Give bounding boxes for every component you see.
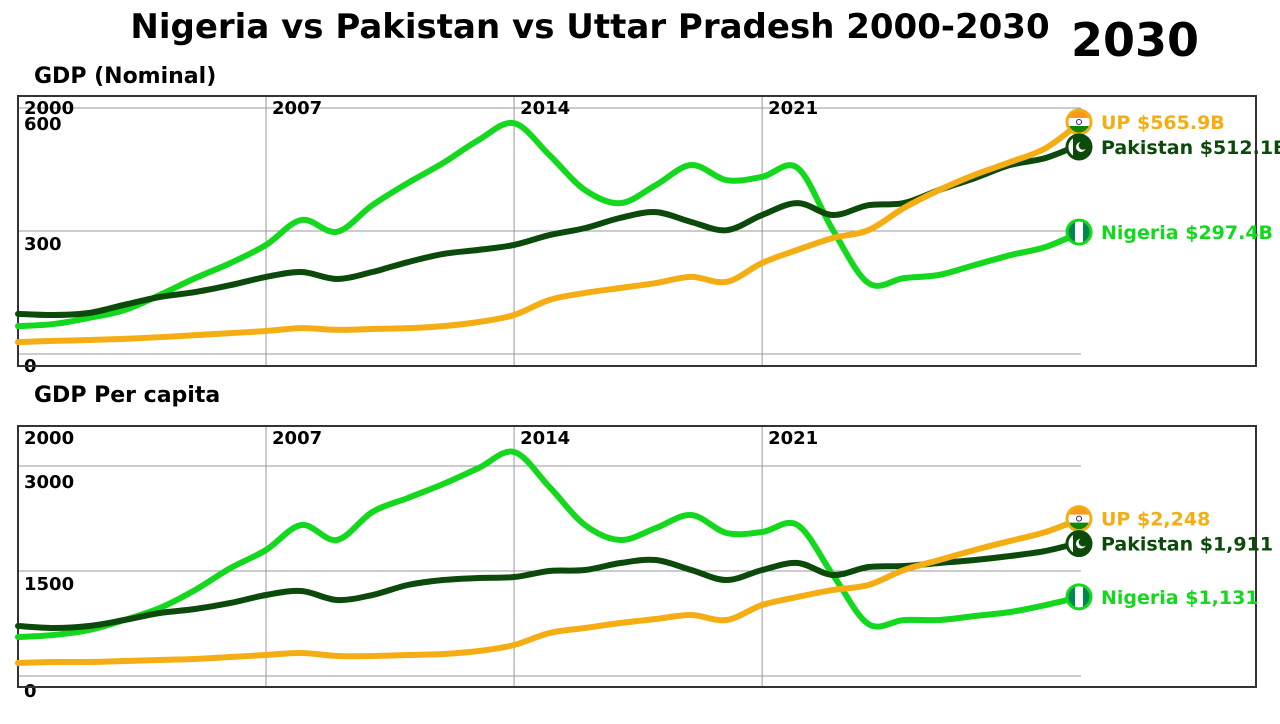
plot-frame xyxy=(17,425,1257,688)
page-title: Nigeria vs Pakistan vs Uttar Pradesh 200… xyxy=(130,7,1049,47)
series-end-label: Pakistan $512.1B xyxy=(1101,137,1280,159)
x-tick-label: 2021 xyxy=(768,428,818,449)
series-end-label: Nigeria $297.4B xyxy=(1101,222,1273,244)
y-tick-label: 3000 xyxy=(24,472,74,493)
end-marker-up: UP $2,248 xyxy=(1065,505,1210,533)
x-tick-label: 2021 xyxy=(768,98,818,119)
y-tick-label: 600 xyxy=(24,114,62,135)
gdp-per-capita-chart: GDP Per capita 0 1500 3000 2000 2007 2014 2021… xyxy=(15,383,1273,702)
series-end-label: UP $2,248 xyxy=(1101,509,1210,531)
series-line-up xyxy=(15,118,1084,346)
y-tick-label: 300 xyxy=(24,234,62,255)
plot-frame xyxy=(17,95,1257,367)
x-tick-label: 2007 xyxy=(272,98,322,119)
series-line-pakistan xyxy=(15,141,1084,319)
end-marker-nigeria: Nigeria $297.4B xyxy=(1065,218,1273,246)
india-flag-icon xyxy=(1068,507,1090,530)
series-end-label: Nigeria $1,131 xyxy=(1101,587,1259,609)
end-marker-up: UP $565.9B xyxy=(1065,108,1225,136)
pakistan-flag-icon xyxy=(1068,532,1090,555)
series-line-nigeria xyxy=(15,448,1084,641)
nigeria-flag-icon xyxy=(1068,585,1090,608)
end-marker-pakistan: Pakistan $512.1B xyxy=(1065,133,1280,161)
chart-title: GDP (Nominal) xyxy=(34,64,216,89)
pakistan-flag-icon xyxy=(1068,135,1090,158)
series-end-label: UP $565.9B xyxy=(1101,112,1225,134)
y-tick-label: 1500 xyxy=(24,574,74,595)
series-line-nigeria xyxy=(15,119,1084,330)
y-tick-label: 0 xyxy=(24,681,37,702)
x-tick-label: 2014 xyxy=(520,98,570,119)
x-tick-label: 2014 xyxy=(520,428,570,449)
series-line-up xyxy=(15,515,1084,666)
series-line-pakistan xyxy=(15,539,1084,631)
x-tick-label: 2007 xyxy=(272,428,322,449)
x-tick-label: 2000 xyxy=(24,98,74,119)
current-year: 2030 xyxy=(1071,13,1199,67)
end-marker-pakistan: Pakistan $1,911 xyxy=(1065,530,1273,558)
india-flag-icon xyxy=(1068,110,1090,133)
nigeria-flag-icon xyxy=(1068,221,1090,244)
x-tick-label: 2000 xyxy=(24,428,74,449)
end-marker-nigeria: Nigeria $1,131 xyxy=(1065,583,1259,611)
chart-title: GDP Per capita xyxy=(34,383,220,408)
series-end-label: Pakistan $1,911 xyxy=(1101,534,1273,556)
